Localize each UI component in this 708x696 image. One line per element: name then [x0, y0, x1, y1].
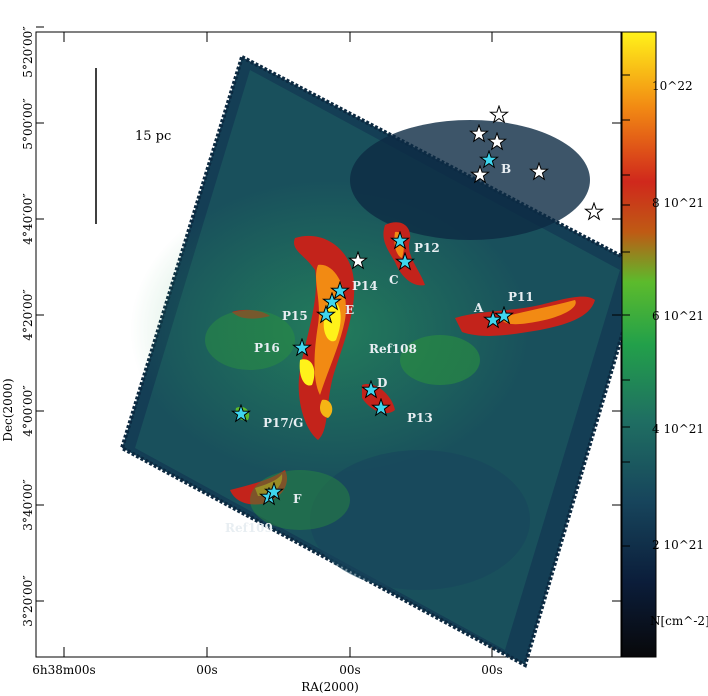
colorbar-tick-label: 8 10^21: [652, 196, 704, 210]
x-tick-labels: 6h38m00s 00s 00s 00s: [32, 663, 502, 677]
y-tick-label: 4°20′00″: [21, 289, 35, 341]
colorbar-tick-label: 10^22: [652, 79, 693, 93]
y-axis-label: Dec(2000): [1, 378, 15, 441]
y-tick-label: 5°00′00″: [21, 98, 35, 150]
y-tick-label: 3°20′00″: [21, 575, 35, 627]
x-tick-label: 6h38m00s: [32, 663, 95, 677]
map-footprint: [119, 54, 645, 668]
source-label: Ref109: [225, 521, 273, 535]
source-label: E: [345, 303, 354, 317]
source-label: B: [501, 162, 511, 176]
scale-bar-label: 15 pc: [135, 129, 171, 144]
source-label: P12: [414, 241, 440, 255]
colorbar-tick-label: 4 10^21: [652, 422, 704, 436]
y-tick-label: 4°00′00″: [21, 385, 35, 437]
source-label: P17/G: [263, 416, 303, 430]
source-label: P15: [282, 309, 308, 323]
source-label: P14: [352, 279, 378, 293]
source-label: A: [473, 301, 484, 315]
x-tick-label: 00s: [339, 663, 360, 677]
source-labels: P12 C P14 E P15 P16 Ref108 P11 A B D P13…: [225, 162, 534, 535]
source-label: P11: [508, 290, 534, 304]
source-label: D: [377, 376, 387, 390]
colorbar-tick-label: 6 10^21: [652, 309, 704, 323]
colorbar-unit-label: N[cm^-2]: [650, 614, 708, 628]
source-label: P16: [254, 341, 280, 355]
colorbar-tick-label: 2 10^21: [652, 538, 704, 552]
y-tick-labels: 5°20′00″ 5°00′00″ 4°40′00″ 4°20′00″ 4°00…: [21, 26, 35, 627]
source-label: C: [389, 273, 399, 287]
colorbar-tick-labels: 10^22 8 10^21 6 10^21 4 10^21 2 10^21 N[…: [650, 79, 708, 628]
y-tick-label: 5°20′00″: [21, 26, 35, 78]
y-tick-label: 3°40′00″: [21, 479, 35, 531]
source-label: Ref108: [369, 342, 417, 356]
y-tick-label: 4°40′00″: [21, 193, 35, 245]
axis-ticks: [36, 26, 621, 657]
colorbar: [621, 31, 657, 658]
x-tick-label: 00s: [481, 663, 502, 677]
colorbar-ticks: [622, 74, 630, 547]
source-label: P13: [407, 411, 433, 425]
source-label: F: [293, 492, 302, 506]
x-tick-label: 00s: [196, 663, 217, 677]
x-axis-label: RA(2000): [301, 680, 359, 694]
